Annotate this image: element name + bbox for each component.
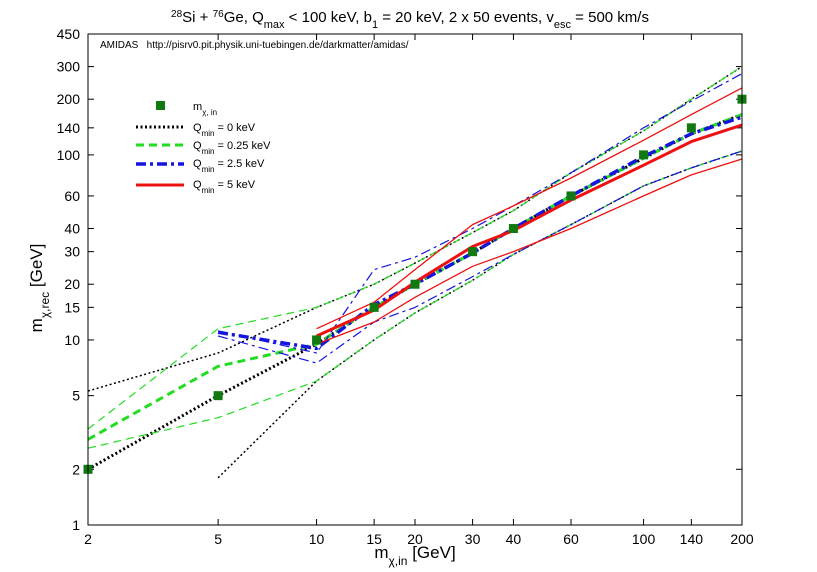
series-2-upper-line — [217, 73, 743, 354]
y-tick-label: 40 — [64, 221, 80, 237]
legend-label-qmin-5: Qmin = 5 keV — [193, 179, 256, 195]
series-2-median-line — [217, 115, 743, 351]
input-point — [639, 150, 649, 160]
legend-label-qmin-0: Qmin = 0 keV — [193, 122, 256, 138]
amidas-note: AMIDAS http://pisrv0.pit.physik.uni-tueb… — [100, 40, 409, 51]
x-tick-label: 40 — [506, 531, 522, 547]
y-tick-label: 5 — [72, 388, 80, 404]
legend-label-qmin-25: Qmin = 2.5 keV — [193, 158, 265, 174]
input-point — [508, 224, 518, 234]
x-tick-label: 15 — [366, 531, 382, 547]
x-tick-label: 20 — [407, 531, 423, 547]
y-tick-label: 20 — [64, 276, 80, 292]
tick-marks — [87, 33, 743, 526]
series-3-lower-line — [316, 158, 743, 345]
input-point — [410, 279, 420, 289]
x-tick-label: 5 — [214, 531, 222, 547]
series-0-median-line — [87, 113, 743, 471]
y-tick-label: 450 — [57, 26, 81, 42]
y-tick-label: 60 — [64, 188, 80, 204]
input-point — [686, 123, 696, 133]
series-0-lower-line — [217, 150, 743, 479]
series-0-upper-line — [87, 65, 743, 392]
x-axis-label: mχ,in [GeV] — [374, 543, 455, 568]
y-tick-label: 1 — [72, 517, 80, 533]
series-3-median-line — [315, 123, 743, 338]
input-point — [468, 247, 478, 257]
y-tick-label: 15 — [64, 299, 80, 315]
x-tick-label: 200 — [730, 531, 754, 547]
y-tick-label: 300 — [57, 59, 81, 75]
input-point — [213, 391, 223, 401]
series-1-upper-line — [87, 66, 743, 430]
y-axis-label: mχ,rec [GeV] — [27, 244, 52, 333]
x-tick-label: 2 — [84, 531, 92, 547]
y-tick-label: 140 — [57, 120, 81, 136]
input-point — [566, 191, 576, 201]
series-1-median-line — [87, 113, 743, 441]
x-tick-label: 60 — [563, 531, 579, 547]
x-tick-labels: 2 5 10 15 20 30 40 60 100 140 200 — [84, 531, 754, 547]
x-tick-label: 10 — [309, 531, 325, 547]
legend-label-qmin-025: Qmin = 0.25 keV — [193, 140, 271, 156]
series-lines — [87, 65, 743, 479]
y-tick-label: 10 — [64, 332, 80, 348]
x-tick-label: 140 — [680, 531, 704, 547]
y-tick-label: 200 — [57, 91, 81, 107]
y-tick-label: 2 — [72, 461, 80, 477]
legend-marker-input — [156, 101, 165, 110]
series-3-upper-line — [316, 87, 743, 330]
x-tick-label: 100 — [632, 531, 656, 547]
y-tick-labels: 1 2 5 10 15 20 30 40 60 100 140 200 300 450 — [57, 26, 81, 533]
input-point — [312, 335, 322, 345]
y-tick-label: 30 — [64, 244, 80, 260]
legend-label-input: mχ, in — [193, 101, 217, 117]
legend: mχ, in Qmin = 0 keV Qmin = 0.25 keV Qmin… — [136, 101, 271, 195]
chart-title: 28Si + 76Ge, Qmax < 100 keV, b1 = 20 keV… — [171, 9, 649, 32]
plot-frame — [87, 33, 743, 526]
x-tick-label: 30 — [465, 531, 481, 547]
series-2-lower-line — [217, 150, 743, 364]
input-point — [369, 302, 379, 312]
y-tick-label: 100 — [57, 147, 81, 163]
